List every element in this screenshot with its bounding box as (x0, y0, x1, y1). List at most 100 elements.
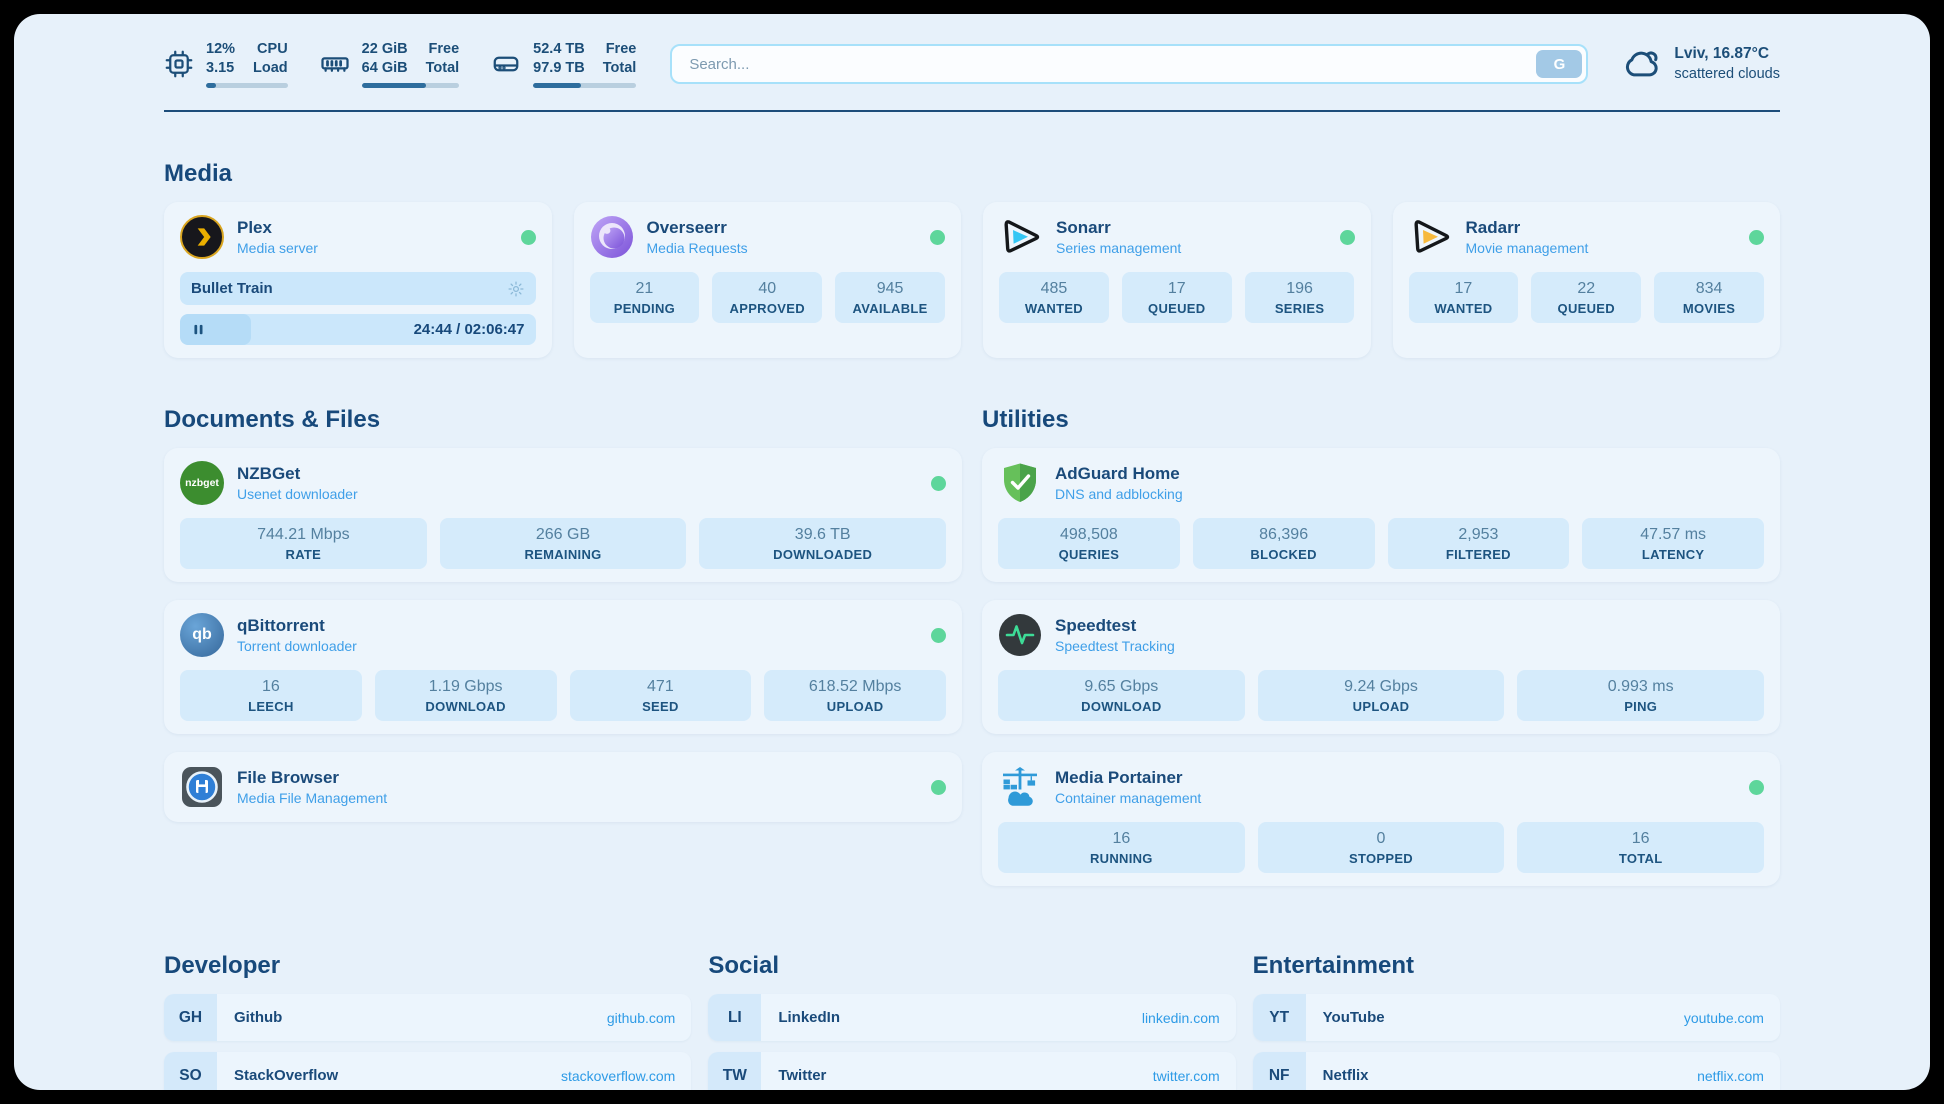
app-card-adguard[interactable]: AdGuard Home DNS and adblocking 498,508 … (982, 448, 1780, 582)
app-name: Speedtest (1055, 616, 1137, 635)
search-input[interactable] (676, 55, 1537, 73)
link-row-linkedin[interactable]: LI LinkedIn linkedin.com (708, 994, 1236, 1041)
stat-value: 0.993 ms (1607, 678, 1674, 695)
stat-box: 47.57 ms LATENCY (1582, 518, 1764, 569)
stat-box: 0 STOPPED (1257, 822, 1505, 873)
link-abbr: SO (164, 1052, 217, 1090)
nzbget-icon: nzbget (180, 461, 224, 505)
section-title-media: Media (164, 160, 233, 187)
link-row-stackoverflow[interactable]: SO StackOverflow stackoverflow.com (164, 1052, 692, 1090)
search-bar: G (670, 44, 1589, 84)
stat-label: PENDING (613, 301, 676, 316)
stat-value: 945 (876, 280, 904, 297)
stat-value: 16 (1631, 830, 1650, 847)
app-name: Media Portainer (1055, 768, 1183, 787)
stat-label: BLOCKED (1250, 547, 1317, 562)
stat-label: WANTED (1024, 301, 1083, 316)
stat-box: 17 QUEUED (1121, 272, 1232, 323)
app-card-filebrowser[interactable]: File Browser Media File Management (164, 752, 962, 822)
documents-column: Documents & Files nzbget NZBGet Usenet d… (164, 358, 962, 904)
disk-stat-widget: 52.4 TB 97.9 TB Free Total (491, 40, 637, 89)
link-abbr: TW (708, 1052, 762, 1090)
playback-time: 24:44 / 02:06:47 (413, 321, 525, 338)
stat-box: 16 TOTAL (1517, 822, 1765, 873)
stat-label: SEED (642, 699, 679, 714)
speedtest-icon (998, 613, 1042, 657)
app-name: Sonarr (1056, 218, 1111, 237)
app-card-nzbget[interactable]: nzbget NZBGet Usenet downloader 744.21 M… (164, 448, 962, 582)
link-row-netflix[interactable]: NF Netflix netflix.com (1252, 1052, 1780, 1090)
link-url[interactable]: netflix.com (1697, 1067, 1764, 1084)
stat-label: APPROVED (729, 301, 805, 316)
link-name: Netflix (1322, 1067, 1369, 1084)
nzbget-icon-text: nzbget (185, 477, 219, 489)
stat-label: MOVIES (1682, 301, 1736, 316)
app-card-plex[interactable]: Plex Media server Bullet Train (164, 202, 552, 358)
ram-progress-fill (361, 83, 427, 89)
link-name: LinkedIn (778, 1009, 840, 1026)
header-divider (164, 110, 1780, 112)
link-row-twitter[interactable]: TW Twitter twitter.com (708, 1052, 1236, 1090)
ram-stat-widget: 22 GiB 64 GiB Free Total (320, 40, 460, 89)
stat-value: 16 (1112, 830, 1131, 847)
stat-box: 945 AVAILABLE (835, 272, 945, 323)
stat-label: UPLOAD (1352, 699, 1410, 714)
cpu-stat-widget: 12% 3.15 CPU Load (164, 40, 288, 89)
stat-label: UPLOAD (826, 699, 884, 714)
top-bar: 12% 3.15 CPU Load (164, 38, 1780, 90)
link-url[interactable]: stackoverflow.com (560, 1067, 676, 1084)
link-url[interactable]: github.com (606, 1009, 676, 1026)
stat-label: FILTERED (1445, 547, 1511, 562)
cpu-icon (164, 49, 194, 79)
qbittorrent-icon: qb (180, 613, 224, 657)
app-card-portainer[interactable]: Media Portainer Container management 16 … (982, 752, 1780, 886)
link-row-youtube[interactable]: YT YouTube youtube.com (1252, 994, 1780, 1041)
google-search-button[interactable]: G (1536, 50, 1583, 78)
app-description: Torrent downloader (237, 638, 357, 654)
app-card-radarr[interactable]: Radarr Movie management 17 WANTED 22 QUE… (1392, 202, 1780, 358)
stat-value: 9.24 Gbps (1344, 678, 1418, 695)
developer-links-column: Developer GH Github github.com SO StackO… (164, 904, 692, 1090)
stat-label: LEECH (248, 699, 294, 714)
utilities-column: Utilities AdGuard Home DNS and adblockin… (982, 358, 1780, 904)
stat-value: 39.6 TB (794, 526, 851, 543)
status-dot (930, 229, 945, 245)
app-card-sonarr[interactable]: Sonarr Series management 485 WANTED 17 Q… (983, 202, 1371, 358)
disk-icon (491, 49, 521, 79)
stat-label: RATE (285, 547, 322, 562)
stat-label: WANTED (1434, 301, 1493, 316)
link-url[interactable]: youtube.com (1683, 1009, 1764, 1026)
app-card-qbittorrent[interactable]: qb qBittorrent Torrent downloader 16 LEE… (164, 600, 962, 734)
stat-value: 2,953 (1458, 526, 1499, 543)
stat-box: 0.993 ms PING (1517, 670, 1765, 721)
stat-label: QUEUED (1557, 301, 1615, 316)
link-url[interactable]: twitter.com (1152, 1067, 1220, 1084)
stat-label: TOTAL (1618, 851, 1663, 866)
stat-box: 485 WANTED (999, 272, 1109, 323)
stat-value: 618.52 Mbps (808, 678, 902, 695)
cpu-label-2: Load (253, 60, 288, 76)
stat-box: 21 PENDING (589, 272, 700, 323)
ram-progress-bar (361, 83, 460, 89)
cloud-icon (1622, 44, 1662, 84)
stat-label: DOWNLOAD (425, 699, 506, 714)
stat-box: 16 LEECH (180, 670, 362, 721)
cpu-label-1: CPU (257, 40, 288, 57)
gear-icon[interactable] (507, 280, 525, 298)
app-name: NZBGet (237, 464, 301, 483)
link-name: YouTube (1322, 1009, 1385, 1026)
pause-icon[interactable] (191, 322, 206, 337)
app-card-speedtest[interactable]: Speedtest Speedtest Tracking 9.65 Gbps D… (982, 600, 1780, 734)
stat-label: REMAINING (524, 547, 602, 562)
qbittorrent-icon-text: qb (192, 626, 212, 643)
stat-box: 1.19 Gbps DOWNLOAD (374, 670, 557, 721)
link-url[interactable]: linkedin.com (1141, 1009, 1220, 1026)
radarr-icon (1409, 215, 1453, 259)
link-row-github[interactable]: GH Github github.com (164, 994, 692, 1041)
stat-box: 9.65 Gbps DOWNLOAD (998, 670, 1245, 721)
stat-value: 21 (635, 280, 654, 297)
app-card-overseerr[interactable]: Overseerr Media Requests 21 PENDING 40 A… (573, 202, 961, 358)
stat-box: 2,953 FILTERED (1387, 518, 1570, 569)
sonarr-icon (999, 215, 1043, 259)
dashboard-page: 12% 3.15 CPU Load (14, 14, 1930, 1090)
